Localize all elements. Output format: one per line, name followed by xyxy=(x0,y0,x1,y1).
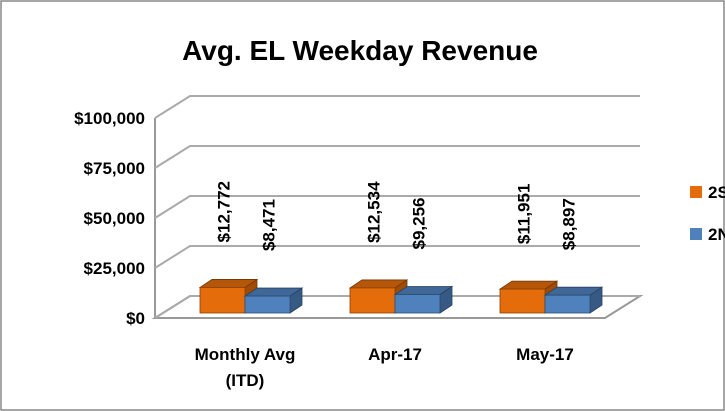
bar-front xyxy=(244,295,291,314)
grid-line xyxy=(154,145,640,169)
y-tick-label: $50,000 xyxy=(84,209,145,228)
legend-swatch xyxy=(690,228,702,240)
grid-line xyxy=(154,195,640,219)
value-label: $8,897 xyxy=(560,198,579,250)
bar xyxy=(243,287,304,314)
x-tick-label: May-17 xyxy=(516,345,574,364)
grid-line xyxy=(154,245,640,269)
bar-front xyxy=(349,287,396,314)
legend-swatch xyxy=(690,186,702,198)
y-tick-label: $75,000 xyxy=(84,159,145,178)
x-tick-label: Monthly Avg (ITD) xyxy=(194,345,296,390)
bar-front xyxy=(394,294,441,314)
y-tick-label: $25,000 xyxy=(84,259,145,278)
bar-front xyxy=(199,287,246,314)
legend-label: 2N xyxy=(708,225,725,244)
grid-line xyxy=(154,295,640,319)
value-label: $12,534 xyxy=(365,181,384,243)
bar-front xyxy=(499,288,546,314)
x-tick-label: Apr-17 xyxy=(368,345,422,364)
chart-title: Avg. EL Weekday Revenue xyxy=(182,35,538,66)
value-label: $12,772 xyxy=(215,181,234,242)
value-label: $8,471 xyxy=(260,199,279,251)
y-tick-label: $100,000 xyxy=(74,109,145,128)
y-tick-label: $0 xyxy=(126,309,145,328)
value-label: $11,951 xyxy=(515,184,534,245)
grid-line xyxy=(154,95,640,119)
legend-label: 2S xyxy=(708,183,725,202)
bar-front xyxy=(544,294,591,314)
bar xyxy=(393,285,454,314)
value-label: $9,256 xyxy=(410,197,429,249)
bar xyxy=(543,286,604,314)
